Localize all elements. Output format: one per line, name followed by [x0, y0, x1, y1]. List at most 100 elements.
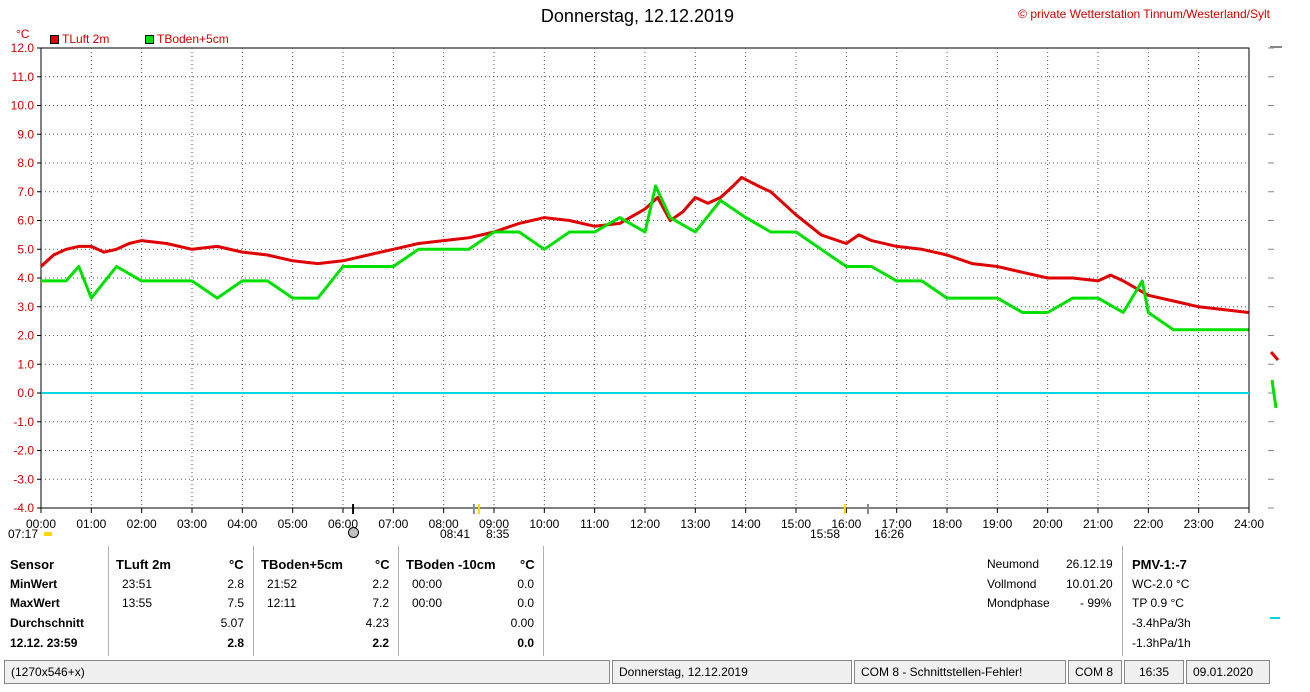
series-line-tluft: [39, 175, 1249, 314]
y-tick-label: -1.0: [13, 415, 34, 429]
stats-row-label: Durchschnitt: [10, 616, 85, 630]
divider: [108, 546, 109, 656]
x-tick-label: 10:00: [529, 517, 559, 531]
moon-new-value: 26.12.19: [1066, 557, 1113, 571]
x-tick-label: 03:00: [177, 517, 207, 531]
moon-full-value: 10.01.20: [1066, 577, 1113, 591]
divider: [1122, 546, 1123, 656]
moon-phase-label: Mondphase: [987, 596, 1050, 610]
y-tick-label: 3.0: [17, 300, 34, 314]
y-tick-label: 8.0: [17, 156, 34, 170]
status-date: Donnerstag, 12.12.2019: [612, 660, 852, 684]
stats-cell-time: 12:11: [267, 596, 297, 610]
x-tick-label: 19:00: [982, 517, 1012, 531]
pmv-line: TP 0.9 °C: [1132, 596, 1184, 610]
stats-cell-value: 0.00: [510, 616, 534, 630]
x-tick-label: 22:00: [1133, 517, 1163, 531]
stats-header-tboden10: TBoden -10cm: [406, 557, 496, 572]
x-tick-label: 14:00: [731, 517, 761, 531]
pmv-line: WC-2.0 °C: [1132, 577, 1190, 591]
chart-title: Donnerstag, 12.12.2019: [540, 6, 735, 26]
x-tick-label: 11:00: [580, 517, 609, 531]
y-tick-label: -2.0: [13, 444, 34, 458]
stats-cell-time: 13:55: [122, 596, 153, 610]
pmv-header: PMV-1:-7: [1132, 557, 1187, 572]
stats-cell-time: 00:00: [412, 596, 443, 610]
x-tick-label: 09:00: [479, 517, 509, 531]
y-tick-label: 5.0: [17, 242, 34, 256]
stats-cell-value: 2.2: [372, 577, 389, 591]
y-tick-label: 9.0: [17, 127, 34, 141]
x-tick-label: 20:00: [1033, 517, 1063, 531]
copyright: © private Wetterstation Tinnum/Westerlan…: [1018, 7, 1270, 21]
x-tick-label: 21:00: [1083, 517, 1113, 531]
status-size: (1270x546+x): [4, 660, 610, 684]
stats-cell-value: 5.07: [220, 616, 244, 630]
moon-new-label: Neumond: [987, 557, 1040, 571]
x-tick-label: 05:00: [278, 517, 308, 531]
status-error: COM 8 - Schnittstellen-Fehler!: [854, 660, 1066, 684]
legend-swatch-tboden: [145, 35, 154, 45]
x-tick-label: 08:00: [429, 517, 459, 531]
x-tick-label: 16:00: [831, 517, 861, 531]
unit-label: °C: [16, 27, 30, 41]
y-tick-label: 10.0: [11, 99, 35, 113]
stats-cell-value: 4.23: [365, 616, 389, 630]
stats-cell-value: 0.0: [517, 577, 534, 591]
stats-cell-value: 2.2: [372, 636, 389, 650]
x-tick-label: 24:00: [1234, 517, 1264, 531]
evening-time-a: 15:58: [810, 527, 841, 541]
y-tick-label: 6.0: [17, 214, 34, 228]
divider: [398, 546, 399, 656]
y-tick-label: 0.0: [17, 386, 34, 400]
pmv-line: -3.4hPa/3h: [1132, 616, 1191, 630]
divider: [253, 546, 254, 656]
stats-header-sensor: Sensor: [10, 557, 55, 572]
chart: 12.0 11.0 10.0 9.0 8.0 7.0 6.0 5.0 4.0 3.0 2.0 1.0 0…: [11, 41, 1282, 619]
evening-time-b: 16:26: [874, 527, 905, 541]
morning-time-a: 08:41: [440, 527, 471, 541]
y-tick-label: 7.0: [17, 185, 34, 199]
series-line-tboden: [41, 184, 1249, 332]
stats-cell-value: 2.8: [227, 636, 244, 650]
y-tick-label: -4.0: [13, 501, 34, 515]
y-tick-label: 2.0: [17, 329, 34, 343]
stats-header-tboden5: TBoden+5cm: [261, 557, 343, 572]
moon-phase-value: - 99%: [1080, 596, 1112, 610]
x-tick-label: 02:00: [127, 517, 157, 531]
y-tick-label: 1.0: [17, 357, 34, 371]
y-tick-label: 4.0: [17, 271, 34, 285]
x-tick-label: 04:00: [227, 517, 257, 531]
x-tick-label: 17:00: [882, 517, 912, 531]
tboden-trend-stub: [1270, 379, 1278, 409]
moon-icon: [348, 527, 359, 538]
stats-header-unit: °C: [375, 557, 390, 572]
status-current-date: 09.01.2020: [1186, 660, 1270, 684]
stats-cell-value: 0.0: [517, 596, 534, 610]
stats-cell-time: 00:00: [412, 577, 443, 591]
x-tick-label: 01:00: [76, 517, 106, 531]
stats-cell-value: 0.0: [517, 636, 534, 650]
x-tick-label: 18:00: [932, 517, 962, 531]
stats-row-label: MaxWert: [10, 596, 60, 610]
stats-row-label: MinWert: [10, 577, 58, 591]
x-tick-label: 15:00: [781, 517, 811, 531]
sun-icon: [44, 532, 52, 536]
y-tick-label: 12.0: [11, 41, 35, 55]
x-tick-label: 00:00: [26, 517, 56, 531]
stats-cell-time: 21:52: [267, 577, 298, 591]
legend-item-tboden: TBoden+5cm: [145, 32, 229, 46]
legend-item-tluft: TLuft 2m: [50, 32, 109, 46]
stats-cell-value: 7.5: [227, 596, 244, 610]
x-tick-label: 13:00: [680, 517, 710, 531]
stats-cell-value: 2.8: [227, 577, 244, 591]
stats-header-tluft: TLuft 2m: [116, 557, 171, 572]
divider: [543, 546, 544, 656]
pmv-line: -1.3hPa/1h: [1132, 636, 1191, 650]
stats-header-unit: °C: [520, 557, 535, 572]
stats-cell-time: 23:51: [122, 577, 153, 591]
y-tick-label: 11.0: [12, 70, 35, 84]
sunrise-time: 07:17: [8, 527, 39, 541]
stats-row-label: 12.12. 23:59: [10, 636, 78, 650]
moon-full-label: Vollmond: [987, 577, 1037, 591]
